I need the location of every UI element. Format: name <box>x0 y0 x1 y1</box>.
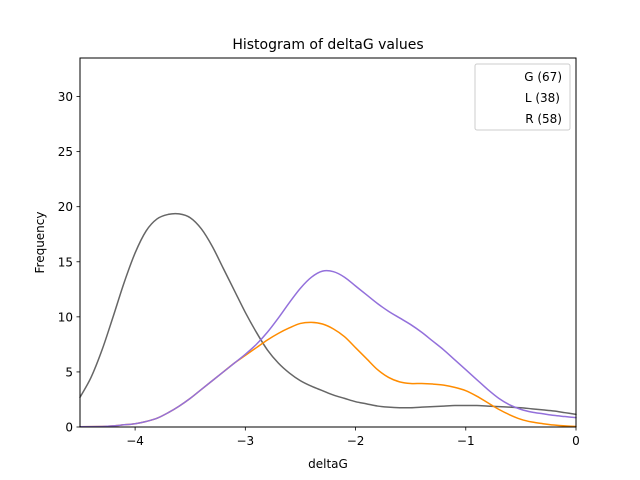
y-tick-label: 30 <box>58 90 73 104</box>
x-tick-label: −2 <box>347 434 365 448</box>
x-tick-label: −3 <box>236 434 254 448</box>
series-layer <box>79 212 577 428</box>
x-tick-label: −4 <box>126 434 144 448</box>
y-tick-label: 15 <box>58 255 73 269</box>
legend-box <box>474 63 571 131</box>
y-axis-label: Frequency <box>33 212 47 274</box>
y-tick-label: 0 <box>65 421 73 435</box>
x-axis: −4 −3 −2 −1 0 <box>126 427 580 448</box>
x-tick-label: 0 <box>572 434 580 448</box>
chart-title: Histogram of deltaG values <box>232 37 423 53</box>
legend-entry-r: R (58) <box>525 112 562 126</box>
legend: G (67) L (38) R (58) <box>474 63 571 131</box>
plot-frame <box>79 57 577 428</box>
series-line-2 <box>79 269 577 428</box>
y-tick-label: 5 <box>65 365 73 379</box>
x-axis-label: deltaG <box>308 457 348 471</box>
y-axis: 0 5 10 15 20 25 30 <box>58 90 80 435</box>
y-tick-label: 25 <box>58 145 73 159</box>
legend-entry-g: G (67) <box>524 70 562 84</box>
x-tick-label: −1 <box>457 434 475 448</box>
y-tick-label: 20 <box>58 200 73 214</box>
y-tick-label: 10 <box>58 310 73 324</box>
legend-entry-l: L (38) <box>525 91 560 105</box>
